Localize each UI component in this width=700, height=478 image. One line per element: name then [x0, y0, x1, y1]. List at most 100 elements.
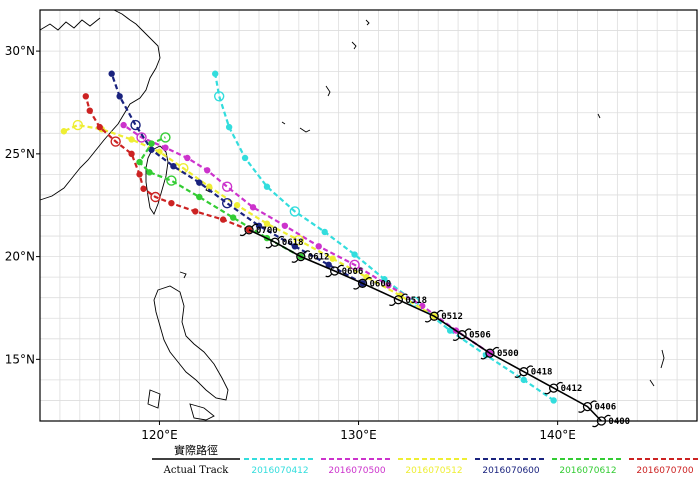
typhoon-symbol-ring — [549, 383, 559, 393]
forecast-track-point — [550, 397, 557, 404]
forecast-track-point — [315, 243, 322, 250]
axis-labels: 120°E 130°E 140°E 30°N 25°N 20°N 15°N — [5, 44, 576, 442]
forecast-track-point — [150, 191, 161, 203]
forecast-track-point — [221, 197, 233, 209]
typhoon-symbol-ring — [519, 367, 529, 377]
forecast-track-point — [381, 276, 388, 283]
forecast-track-point — [219, 216, 227, 223]
typhoon-symbol-arms — [452, 328, 472, 341]
forecast-track-point — [321, 228, 328, 236]
typhoon-symbol-ring — [393, 295, 404, 305]
forecast-track-point — [86, 107, 93, 114]
forecast-track-point — [72, 119, 84, 131]
forecast-track-2016070512 — [60, 119, 438, 320]
luzon-coastline — [153, 285, 229, 401]
typhoon-symbol-arms — [544, 381, 563, 395]
visayas-coastline — [189, 403, 215, 421]
forecast-track-point — [241, 154, 249, 162]
lon-tick-label: 140°E — [539, 428, 576, 442]
typhoon-symbol-ring — [244, 225, 254, 235]
lon-tick-label: 120°E — [141, 428, 178, 442]
typhoon-symbol-arms — [578, 400, 597, 413]
typhoon-symbol-arms — [239, 223, 259, 237]
forecast-track-point — [82, 93, 89, 100]
forecast-track-line — [138, 136, 302, 258]
forecast-track-point — [520, 376, 527, 384]
typhoon-symbol-icon — [291, 250, 311, 263]
typhoon-symbol-icon — [389, 293, 408, 307]
typhoon-symbol-icon — [424, 309, 444, 323]
forecast-track-point — [221, 181, 233, 192]
forecast-track-line — [63, 123, 435, 318]
forecast-track-point — [128, 150, 135, 158]
forecast-track-point — [225, 123, 233, 131]
island-2 — [299, 127, 311, 133]
mindoro-coastline — [147, 389, 161, 409]
typhoon-symbol-arms — [389, 293, 408, 307]
forecast-track-point — [170, 162, 177, 170]
forecast-track-point — [281, 222, 289, 229]
typhoon-symbol-arms — [424, 309, 444, 323]
forecast-track-point — [110, 136, 121, 147]
forecast-track-point — [385, 282, 392, 289]
forecast-track-point — [263, 220, 271, 227]
forecast-track-point — [130, 119, 141, 131]
forecast-track-point — [229, 214, 237, 221]
actual-track-time-label: 0518 — [405, 296, 427, 306]
forecast-track-point — [329, 255, 336, 262]
island-4 — [365, 19, 370, 26]
forecast-track-point — [291, 243, 299, 250]
island-5 — [325, 85, 331, 97]
typhoon-symbol-ring — [270, 237, 280, 247]
china-coastline — [39, 9, 161, 201]
actual-track-time-label: 0412 — [561, 384, 583, 394]
forecast-track-point — [213, 91, 225, 102]
forecast-track-point — [293, 234, 305, 246]
typhoon-symbol-icon — [452, 328, 472, 341]
legend-run-label: 2016070612 — [559, 466, 616, 476]
typhoon-symbol-ring — [582, 401, 593, 412]
typhoon-symbol-ring — [429, 311, 439, 321]
forecast-track-point — [419, 302, 426, 310]
forecast-track-point — [233, 202, 241, 209]
forecast-track-point — [156, 148, 163, 155]
legend-run-label: 2016070412 — [251, 466, 308, 476]
forecast-track-point — [204, 167, 211, 174]
typhoon-symbol-icon — [578, 400, 597, 413]
legend-actual-label-cjk: 實際路徑 — [174, 443, 218, 457]
forecast-tracks — [60, 70, 557, 404]
forecast-track-point — [116, 93, 123, 100]
typhoon-symbol-icon — [265, 235, 285, 249]
typhoon-symbol-icon — [544, 381, 563, 395]
forecast-track-2016070700 — [82, 93, 253, 234]
china-inland-border — [39, 17, 101, 31]
actual-track-line — [248, 229, 602, 422]
typhoon-symbol-arms — [325, 264, 344, 278]
forecast-track-point — [136, 171, 143, 178]
legend-run-label: 2016070512 — [405, 466, 462, 476]
legend: 實際路徑 Actual Track 2016070412 2016070500 2016… — [152, 443, 700, 476]
actual-track-time-label: 0612 — [308, 253, 330, 263]
taiwan-coastline — [145, 145, 169, 215]
legend-run-label: 2016070600 — [482, 466, 540, 476]
forecast-track-point — [146, 169, 153, 176]
island-3 — [351, 41, 357, 50]
island-6 — [281, 121, 286, 125]
typhoon-symbol-icon — [353, 277, 372, 290]
typhoon-symbol-ring — [330, 266, 340, 276]
typhoon-symbol-arms — [592, 414, 611, 428]
island-9 — [649, 379, 655, 387]
typhoon-symbol-icon — [480, 346, 500, 360]
forecast-track-point — [192, 208, 199, 215]
typhoon-symbol-ring — [357, 278, 368, 288]
typhoon-symbol-icon — [514, 365, 534, 378]
forecast-track-point — [160, 132, 171, 143]
forecast-track-point — [140, 185, 147, 192]
forecast-track-point — [148, 140, 155, 147]
actual-track-time-label: 0418 — [531, 368, 553, 378]
legend-actual-label-en: Actual Track — [163, 465, 230, 476]
actual-track-time-label: 0506 — [469, 331, 491, 341]
forecast-track-point — [211, 70, 219, 77]
forecast-track-point — [128, 136, 135, 143]
actual-track-time-label: 0512 — [441, 312, 463, 322]
